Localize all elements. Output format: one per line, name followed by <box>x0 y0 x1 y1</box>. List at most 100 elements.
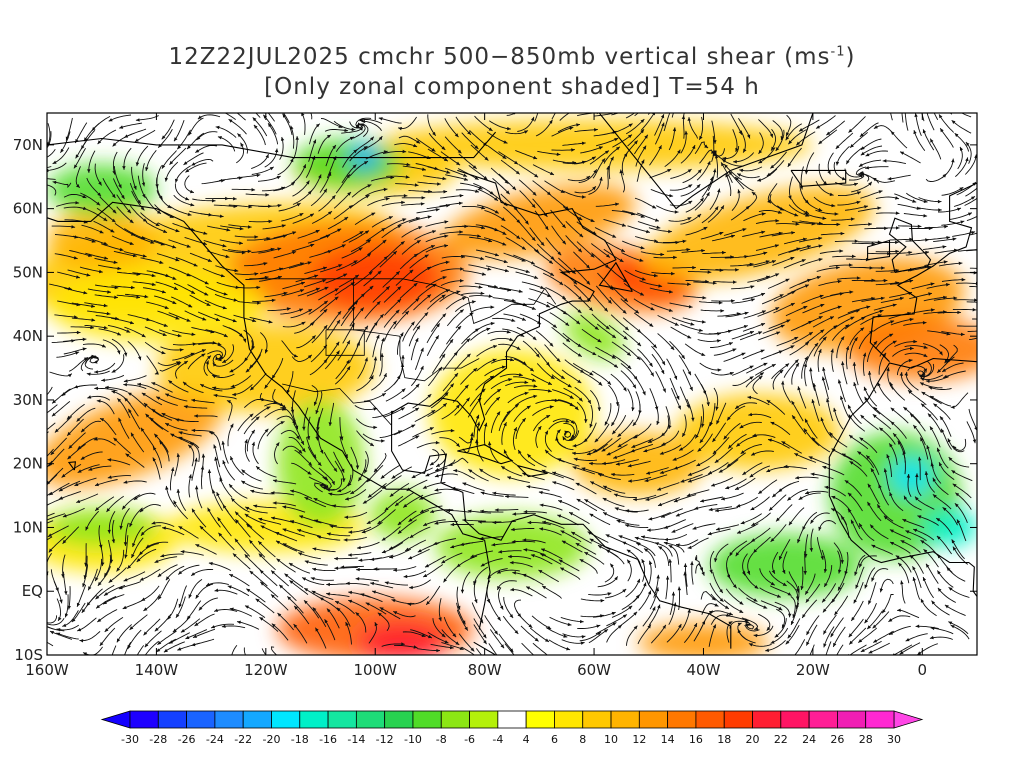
streamline-arrowhead <box>774 244 779 248</box>
streamline <box>278 584 297 602</box>
streamline-arrowhead <box>277 613 282 617</box>
streamline-arrowhead <box>234 538 239 543</box>
streamline-arrowhead <box>788 613 792 618</box>
streamline-arrowhead <box>603 485 607 489</box>
streamline-arrowhead <box>860 648 865 652</box>
streamline-arrowhead <box>415 435 420 439</box>
streamline-arrowhead <box>107 290 111 294</box>
streamline-arrowhead <box>511 318 516 322</box>
streamline <box>641 535 665 540</box>
streamline-arrowhead <box>525 269 530 273</box>
shaded-shear-field <box>47 119 977 655</box>
streamline-arrowhead <box>317 535 322 539</box>
streamline <box>823 614 837 635</box>
streamline <box>803 212 827 220</box>
streamline-arrowhead <box>304 497 309 501</box>
streamline <box>864 567 876 589</box>
coastline <box>888 217 932 273</box>
streamline-arrowhead <box>499 605 504 610</box>
streamline-arrowhead <box>986 248 990 251</box>
streamline <box>848 116 866 133</box>
streamline-arrowhead <box>514 160 519 165</box>
streamline-arrowhead <box>218 532 223 537</box>
streamline <box>651 353 665 375</box>
streamline-arrowhead <box>441 559 446 564</box>
streamline <box>356 430 375 447</box>
streamline-arrowhead <box>602 498 607 502</box>
streamline <box>417 181 441 185</box>
streamline <box>580 614 604 618</box>
streamline <box>758 147 776 164</box>
streamline-arrowhead <box>255 416 260 421</box>
streamline <box>941 331 965 335</box>
streamline <box>819 250 844 254</box>
streamline <box>174 183 190 201</box>
streamline-arrowhead <box>826 398 830 403</box>
streamline-arrowhead <box>921 371 926 376</box>
streamline-arrowhead <box>718 301 723 305</box>
streamline <box>949 113 953 115</box>
streamline <box>601 437 621 452</box>
streamline-arrowhead <box>457 149 462 154</box>
streamline <box>837 191 862 197</box>
streamline <box>853 381 864 404</box>
streamline-arrowhead <box>619 258 624 262</box>
streamline <box>817 348 822 372</box>
streamline <box>889 238 914 241</box>
streamline-arrowhead <box>150 417 154 422</box>
streamline-arrowhead <box>501 466 506 470</box>
streamline-arrowhead <box>520 333 525 337</box>
streamline <box>669 184 693 191</box>
streamline-arrowhead <box>816 275 821 280</box>
streamline <box>512 427 518 451</box>
streamline <box>180 618 201 633</box>
streamline <box>278 202 301 212</box>
streamline-arrowhead <box>326 608 331 613</box>
streamline-arrowhead <box>925 238 929 242</box>
streamline <box>826 398 834 422</box>
streamline-arrowhead <box>648 517 653 521</box>
streamline <box>94 496 115 512</box>
streamline-arrowhead <box>154 371 159 375</box>
streamline <box>175 596 186 618</box>
streamline-arrowhead <box>188 304 193 308</box>
streamline <box>325 144 337 167</box>
streamline <box>173 500 189 520</box>
colorbar-swatch <box>497 710 527 729</box>
streamline <box>132 281 156 286</box>
streamline <box>94 163 102 186</box>
streamline <box>565 235 583 253</box>
streamline <box>888 443 898 466</box>
streamline-arrowhead <box>370 581 375 586</box>
lon-label: 20W <box>796 661 830 679</box>
streamline <box>500 465 523 477</box>
lat-label: 10S <box>14 646 43 664</box>
streamline-arrowhead <box>601 448 606 452</box>
streamline-arrowhead <box>389 555 394 559</box>
streamline <box>98 328 122 336</box>
streamline <box>401 239 421 255</box>
streamline-arrowhead <box>494 508 499 512</box>
streamline <box>326 608 340 629</box>
streamline-arrowhead <box>587 399 591 404</box>
streamline-arrowhead <box>229 369 234 373</box>
streamline <box>397 116 417 130</box>
streamline <box>503 252 526 262</box>
streamline <box>304 496 327 508</box>
streamline-arrowhead <box>252 318 257 323</box>
streamline-arrowhead <box>522 418 526 422</box>
streamline <box>423 175 447 180</box>
streamline-arrowhead <box>116 567 121 572</box>
streamline-arrowhead <box>754 585 759 589</box>
streamline <box>359 119 383 125</box>
streamline-arrowhead <box>768 438 772 442</box>
streamline-arrowhead <box>115 316 119 321</box>
streamline <box>642 606 656 627</box>
streamline <box>371 216 393 228</box>
colorbar-label: -12 <box>376 733 394 746</box>
streamline-arrowhead <box>434 521 439 525</box>
streamline-arrowhead <box>74 235 79 239</box>
streamline-arrowhead <box>154 559 159 563</box>
streamline-arrowhead <box>299 213 304 217</box>
streamline-arrowhead <box>570 434 575 439</box>
